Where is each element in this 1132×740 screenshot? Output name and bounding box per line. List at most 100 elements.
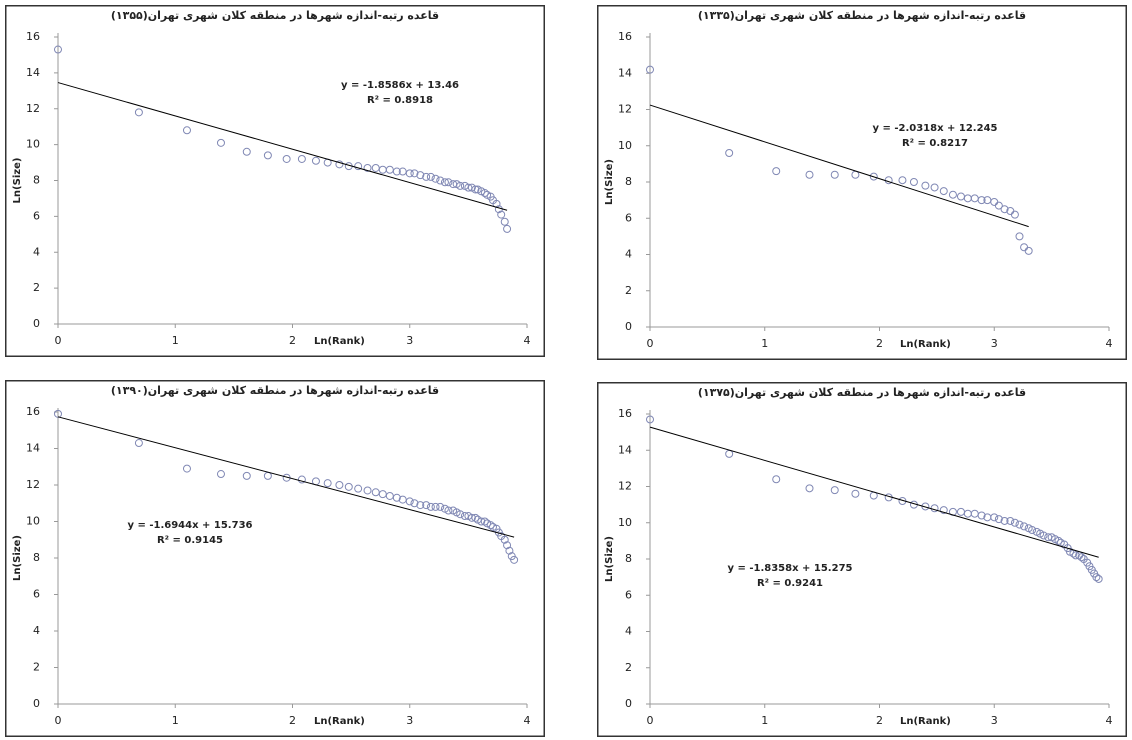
panel-border [6, 381, 545, 737]
y-tick-label: 6 [625, 211, 632, 224]
panel-border [598, 383, 1127, 737]
y-tick-label: 14 [618, 66, 632, 79]
x-tick-label: 3 [406, 714, 413, 727]
trend-r-squared: R² = 0.9241 [757, 578, 823, 589]
x-tick-label: 3 [406, 334, 413, 347]
x-tick-label: 2 [876, 337, 883, 350]
trend-r-squared: R² = 0.9145 [157, 535, 223, 546]
data-point [372, 489, 379, 496]
trend-r-squared: R² = 0.8217 [902, 138, 968, 149]
y-tick-label: 12 [26, 478, 40, 491]
data-point [386, 492, 393, 499]
data-point [971, 510, 978, 517]
data-point [1016, 521, 1023, 528]
y-axis-label: Ln(Size) [604, 536, 615, 582]
data-point [831, 487, 838, 494]
data-point [1021, 244, 1028, 251]
panel-border [6, 6, 545, 357]
x-tick-label: 1 [172, 714, 179, 727]
x-tick-label: 4 [1106, 714, 1113, 727]
data-point [364, 487, 371, 494]
x-tick-label: 1 [172, 334, 179, 347]
data-point [1021, 523, 1028, 530]
panel-border [598, 6, 1127, 360]
y-tick-label: 14 [618, 443, 632, 456]
x-tick-label: 0 [647, 337, 654, 350]
y-tick-label: 8 [33, 174, 40, 187]
page: {"chart_data": [ {"type": "scatter", "ti… [0, 0, 1132, 740]
trend-equation: y = -2.0318x + 12.245 [873, 123, 998, 134]
y-tick-label: 0 [625, 697, 632, 710]
data-point [501, 218, 508, 225]
data-point [372, 164, 379, 171]
y-axis-label: Ln(Size) [12, 158, 23, 204]
data-point [345, 483, 352, 490]
trend-equation: y = -1.8358x + 15.275 [728, 563, 853, 574]
data-point [427, 173, 434, 180]
data-point [298, 155, 305, 162]
data-point [726, 450, 733, 457]
data-point [991, 514, 998, 521]
y-tick-label: 8 [625, 175, 632, 188]
data-point [806, 171, 813, 178]
data-point [324, 480, 331, 487]
y-tick-label: 6 [625, 588, 632, 601]
x-tick-label: 2 [289, 714, 296, 727]
data-point [437, 177, 444, 184]
data-point [831, 171, 838, 178]
data-point [355, 485, 362, 492]
chart-title: قاعده رتبه-اندازه شهرها در منطقه کلان شه… [698, 9, 1026, 22]
x-axis-label: Ln(Rank) [900, 339, 951, 350]
data-point [379, 491, 386, 498]
data-point [910, 179, 917, 186]
y-tick-label: 0 [625, 320, 632, 333]
chart-title: قاعده رتبه-اندازه شهرها در منطقه کلان شه… [111, 384, 439, 397]
chart-panel: قاعده رتبه-اندازه شهرها در منطقه کلان شه… [5, 380, 545, 737]
y-tick-label: 4 [33, 624, 40, 637]
y-tick-label: 2 [625, 284, 632, 297]
y-tick-label: 16 [26, 405, 40, 418]
data-point [1025, 247, 1032, 254]
data-point [437, 503, 444, 510]
data-point [379, 166, 386, 173]
data-point [806, 485, 813, 492]
y-tick-label: 12 [26, 102, 40, 115]
x-tick-label: 4 [1106, 337, 1113, 350]
trend-line [650, 427, 1099, 557]
data-point [940, 188, 947, 195]
x-tick-label: 0 [647, 714, 654, 727]
x-tick-label: 1 [761, 714, 768, 727]
y-tick-label: 10 [26, 515, 40, 528]
data-point [971, 195, 978, 202]
trend-line [58, 417, 514, 537]
y-axis-label: Ln(Size) [604, 159, 615, 205]
data-point [949, 191, 956, 198]
data-point [773, 168, 780, 175]
chart-panel: قاعده رتبه-اندازه شهرها در منطقه کلان شه… [597, 5, 1127, 360]
x-tick-label: 0 [55, 714, 62, 727]
x-tick-label: 1 [761, 337, 768, 350]
y-tick-label: 12 [618, 103, 632, 116]
data-point [991, 198, 998, 205]
data-point [217, 471, 224, 478]
y-tick-label: 2 [625, 661, 632, 674]
data-point [726, 150, 733, 157]
data-point [1016, 233, 1023, 240]
y-tick-label: 0 [33, 317, 40, 330]
data-point [183, 465, 190, 472]
y-tick-label: 10 [26, 138, 40, 151]
x-tick-label: 4 [524, 714, 531, 727]
data-point [135, 109, 142, 116]
y-tick-label: 8 [33, 551, 40, 564]
data-point [957, 193, 964, 200]
y-tick-label: 16 [618, 30, 632, 43]
y-tick-label: 2 [33, 661, 40, 674]
y-tick-label: 4 [625, 625, 632, 638]
data-point [1011, 211, 1018, 218]
y-tick-label: 8 [625, 552, 632, 565]
data-point [1011, 519, 1018, 526]
trend-equation: y = -1.6944x + 15.736 [128, 520, 253, 531]
y-tick-label: 12 [618, 480, 632, 493]
y-tick-label: 16 [618, 407, 632, 420]
y-tick-label: 10 [618, 139, 632, 152]
